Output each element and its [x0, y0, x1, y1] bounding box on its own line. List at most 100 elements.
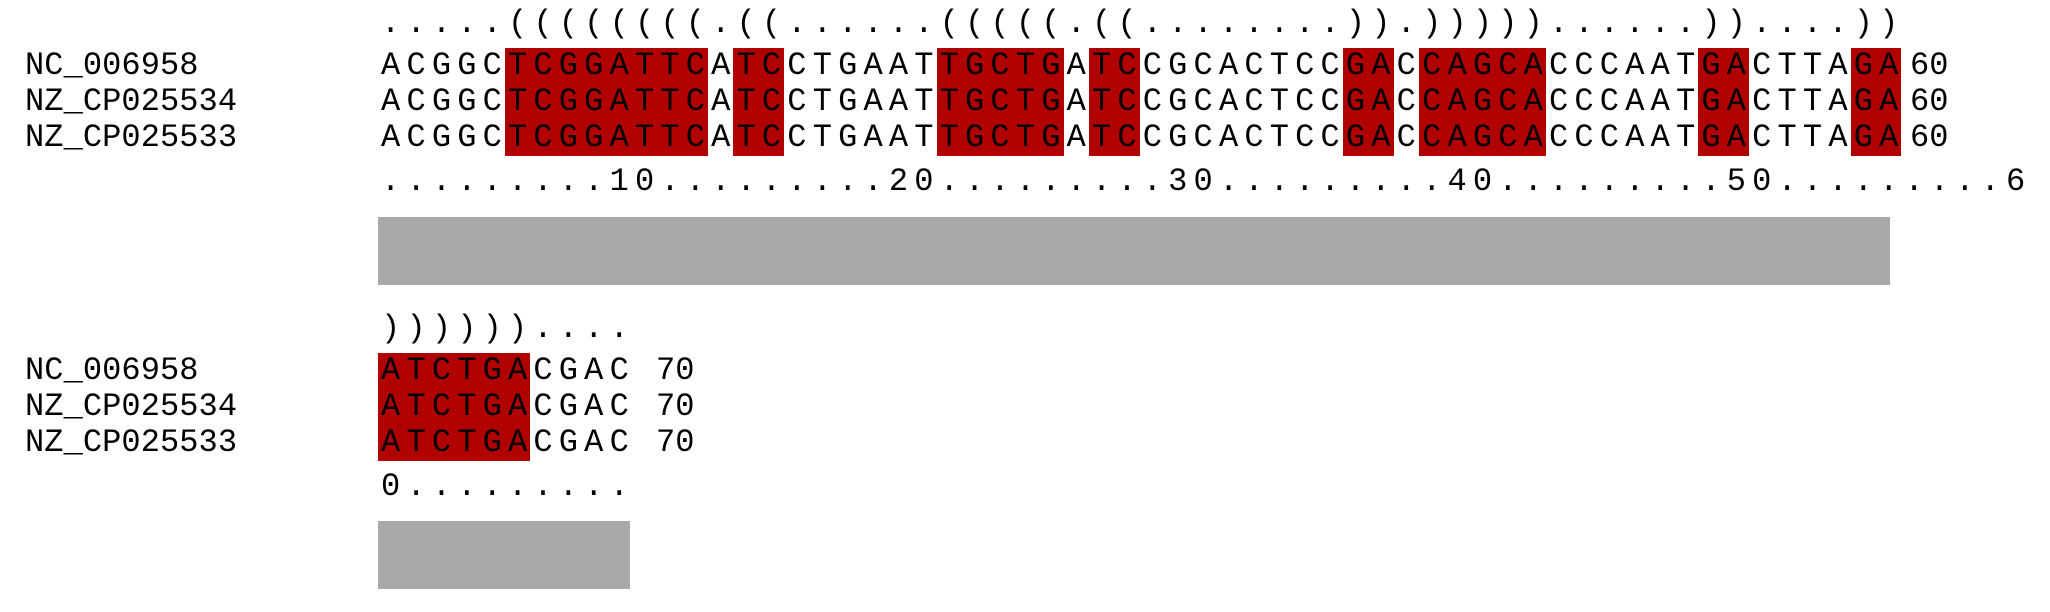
nucleotide: A: [1368, 84, 1394, 120]
nucleotide: A: [1625, 47, 1645, 84]
nucleotide: C: [787, 119, 807, 156]
nucleotide: C: [1193, 119, 1213, 156]
nucleotide: G: [1038, 48, 1064, 84]
nucleotide: C: [406, 83, 426, 120]
nucleotide: T: [504, 120, 531, 156]
nucleotide: G: [1698, 84, 1724, 120]
nucleotide: A: [1876, 48, 1902, 84]
nucleotide: C: [1549, 119, 1569, 156]
nucleotide: G: [961, 120, 988, 156]
nucleotide: G: [581, 120, 607, 156]
nucleotide: A: [378, 353, 404, 389]
nucleotide: A: [1218, 83, 1239, 120]
nucleotide: C: [1752, 119, 1772, 156]
nucleotide: A: [381, 83, 401, 120]
nucleotide: A: [1066, 47, 1086, 84]
nucleotide: A: [1828, 119, 1848, 156]
nucleotide: C: [482, 47, 502, 84]
nucleotide: A: [1723, 84, 1750, 120]
nucleotide: C: [1752, 83, 1772, 120]
nucleotide: G: [555, 48, 582, 84]
nucleotide: T: [631, 84, 658, 120]
sequence-name: NZ_CP025533: [25, 119, 238, 156]
nucleotide: C: [406, 119, 426, 156]
nucleotide: C: [406, 47, 426, 84]
nucleotide: T: [1777, 119, 1797, 156]
nucleotide: C: [1599, 83, 1620, 120]
nucleotide: G: [581, 84, 607, 120]
nucleotide: C: [1295, 119, 1315, 156]
nucleotide: T: [1012, 48, 1039, 84]
nucleotide: C: [530, 84, 556, 120]
nucleotide: T: [1802, 47, 1823, 84]
nucleotide: A: [1520, 48, 1546, 84]
nucleotide: C: [533, 352, 553, 389]
nucleotide: A: [381, 47, 401, 84]
nucleotide: A: [504, 425, 531, 461]
nucleotide: A: [606, 120, 632, 156]
nucleotide: G: [1698, 120, 1724, 156]
nucleotide: T: [1012, 120, 1039, 156]
nucleotide: T: [1088, 84, 1115, 120]
nucleotide: C: [1574, 119, 1594, 156]
nucleotide: T: [1777, 83, 1797, 120]
nucleotide: G: [457, 119, 477, 156]
nucleotide: G: [457, 47, 477, 84]
nucleotide: C: [758, 48, 785, 84]
nucleotide: G: [1469, 84, 1496, 120]
nucleotide: T: [454, 389, 480, 425]
nucleotide: T: [657, 84, 683, 120]
sequence-name: NC_006958: [25, 352, 199, 389]
position-number: 70: [656, 388, 695, 425]
nucleotide: A: [1368, 48, 1394, 84]
nucleotide: G: [838, 47, 858, 84]
nucleotide: G: [555, 84, 582, 120]
nucleotide: G: [1342, 84, 1369, 120]
nucleotide: C: [987, 84, 1013, 120]
nucleotide: G: [1850, 120, 1877, 156]
nucleotide: C: [533, 388, 553, 425]
nucleotide: T: [914, 47, 934, 84]
nucleotide: C: [1142, 119, 1163, 156]
nucleotide: T: [914, 83, 934, 120]
nucleotide: C: [1142, 83, 1163, 120]
structure-line: ))))))....: [381, 310, 629, 347]
nucleotide: C: [1495, 48, 1521, 84]
nucleotide: T: [1675, 83, 1696, 120]
nucleotide: C: [1495, 120, 1521, 156]
nucleotide: A: [1520, 120, 1546, 156]
nucleotide: A: [1876, 120, 1902, 156]
nucleotide: G: [479, 353, 505, 389]
nucleotide: C: [1549, 83, 1569, 120]
nucleotide: C: [1599, 119, 1620, 156]
nucleotide: G: [1698, 48, 1724, 84]
nucleotide: T: [1802, 83, 1823, 120]
nucleotide: C: [1419, 48, 1445, 84]
nucleotide: A: [1444, 48, 1470, 84]
nucleotide: G: [1168, 83, 1188, 120]
nucleotide: A: [1218, 119, 1239, 156]
nucleotide: C: [987, 48, 1013, 84]
nucleotide: G: [581, 48, 607, 84]
nucleotide: C: [787, 47, 807, 84]
nucleotide: A: [863, 83, 883, 120]
nucleotide: G: [961, 48, 988, 84]
nucleotide: A: [888, 47, 909, 84]
nucleotide: C: [1142, 47, 1163, 84]
nucleotide: T: [936, 48, 962, 84]
nucleotide: T: [1088, 48, 1115, 84]
nucleotide: C: [1752, 47, 1772, 84]
nucleotide: T: [936, 120, 962, 156]
nucleotide: C: [1396, 119, 1416, 156]
position-number: 70: [656, 352, 695, 389]
nucleotide: C: [530, 120, 556, 156]
nucleotide: A: [1828, 83, 1848, 120]
nucleotide: C: [609, 388, 629, 425]
nucleotide: A: [1520, 84, 1546, 120]
nucleotide: C: [1419, 84, 1445, 120]
nucleotide: G: [1168, 119, 1188, 156]
nucleotide: C: [1295, 83, 1315, 120]
nucleotide: C: [1114, 120, 1140, 156]
